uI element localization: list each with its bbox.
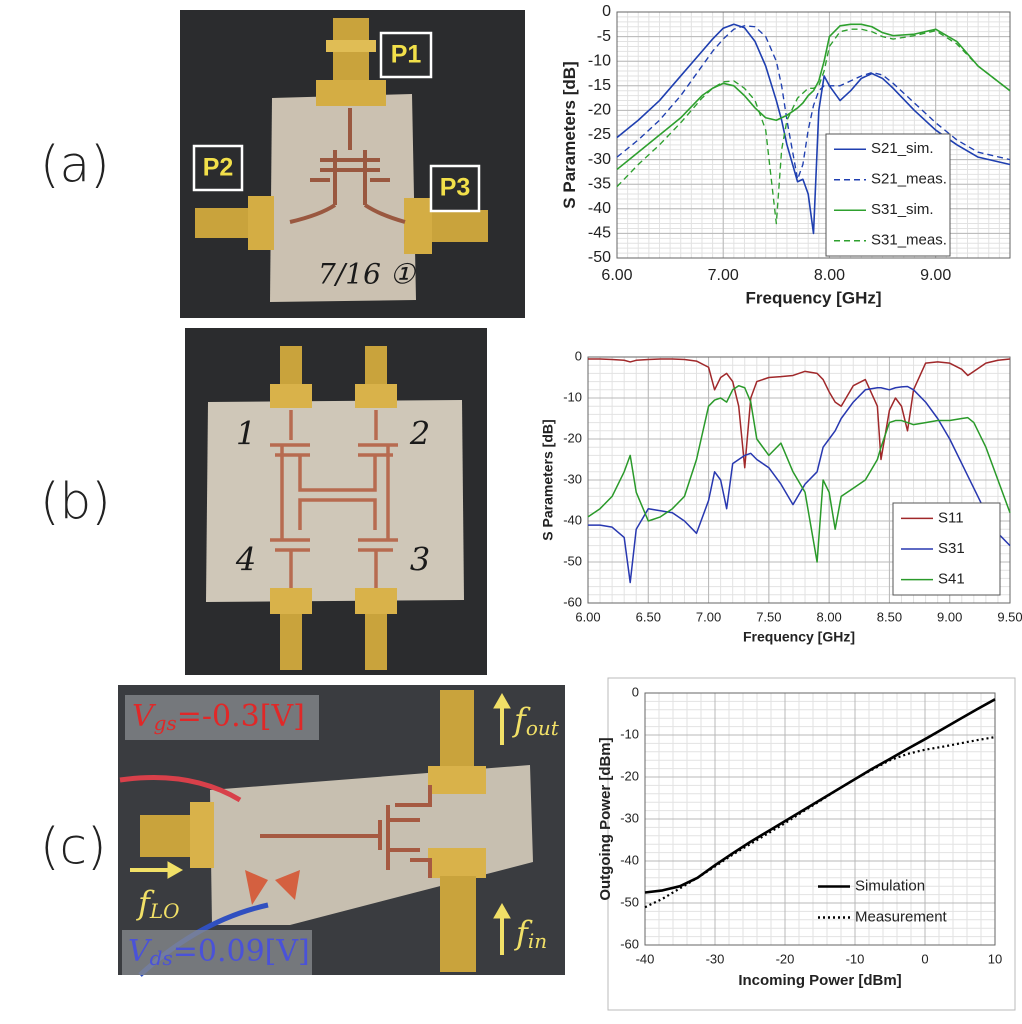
port-label: 1 — [236, 415, 256, 453]
y-tick-label: 0 — [575, 348, 582, 363]
series-line — [616, 23, 1011, 235]
legend-label: S41 — [938, 571, 965, 588]
legend-label: Measurement — [855, 908, 948, 925]
y-tick-label: 0 — [632, 684, 639, 699]
y-tick-label: -50 — [563, 553, 582, 568]
y-tick-label: 0 — [602, 3, 611, 20]
board-note: 7/16 ① — [318, 258, 417, 291]
y-tick-label: -50 — [588, 249, 611, 266]
x-tick-label: 9.50 — [997, 609, 1022, 624]
y-tick-label: -20 — [588, 102, 611, 119]
photo-a: 7/16 ① P1 P2 P3 — [180, 10, 525, 318]
x-tick-label: -20 — [776, 951, 795, 966]
port-label: 2 — [409, 415, 430, 453]
port-label: P3 — [440, 174, 471, 202]
y-tick-label: -5 — [597, 28, 611, 45]
x-tick-label: -30 — [706, 951, 725, 966]
y-tick-label: -20 — [620, 768, 639, 783]
y-tick-label: -15 — [588, 77, 611, 94]
x-tick-label: 8.50 — [877, 609, 902, 624]
legend-label: S21_meas. — [871, 171, 947, 188]
legend-label: S31_sim. — [871, 201, 934, 218]
legend-box — [825, 133, 951, 257]
y-axis-label: Outgoing Power [dBm] — [597, 737, 614, 900]
panel-label: (b) — [40, 473, 111, 531]
y-tick-label: -10 — [620, 726, 639, 741]
y-tick-label: -40 — [588, 200, 611, 217]
plot-frame — [616, 11, 1011, 259]
x-tick-label: 7.00 — [708, 267, 739, 284]
port-label: 4 — [235, 541, 256, 579]
drain-voltage: Vds=0.09[V] — [128, 934, 310, 970]
panel-label: (c) — [40, 818, 107, 876]
x-tick-label: 9.00 — [920, 267, 951, 284]
legend-label: S21_sim. — [871, 140, 934, 157]
y-tick-label: -45 — [588, 225, 611, 242]
x-tick-label: -10 — [846, 951, 865, 966]
photo-b: 1 2 3 4 — [185, 328, 487, 675]
x-axis-label: Frequency [GHz] — [743, 629, 855, 645]
y-tick-label: -50 — [620, 894, 639, 909]
plot-frame — [644, 692, 996, 946]
port-label: 3 — [410, 541, 430, 579]
chart-frame — [607, 677, 1016, 1011]
legend-label: Simulation — [855, 877, 925, 894]
y-tick-label: -40 — [563, 512, 582, 527]
x-tick-label: -40 — [636, 951, 655, 966]
x-tick-label: 6.00 — [601, 267, 632, 284]
x-tick-label: 0 — [921, 951, 928, 966]
y-tick-label: -30 — [563, 471, 582, 486]
panel-label: (a) — [40, 136, 110, 194]
legend-label: S31_meas. — [871, 232, 947, 249]
y-axis-label: S Parameters [dB] — [540, 419, 556, 540]
y-tick-label: -40 — [620, 852, 639, 867]
x-axis-label: Incoming Power [dBm] — [738, 972, 901, 989]
y-tick-label: -35 — [588, 175, 611, 192]
series-line — [616, 23, 1011, 171]
series-line — [616, 25, 1011, 180]
x-tick-label: 7.00 — [696, 609, 721, 624]
y-tick-label: -60 — [620, 936, 639, 951]
y-tick-label: -25 — [588, 126, 611, 143]
y-tick-label: -60 — [563, 594, 582, 609]
series-line — [588, 358, 1011, 469]
y-tick-label: -10 — [588, 52, 611, 69]
x-tick-label: 6.50 — [636, 609, 661, 624]
legend-label: S11 — [938, 509, 964, 526]
y-tick-label: -30 — [620, 810, 639, 825]
y-tick-label: -10 — [563, 389, 582, 404]
x-tick-label: 7.50 — [756, 609, 781, 624]
port-label: P1 — [391, 41, 422, 69]
x-axis-label: Frequency [GHz] — [745, 288, 881, 307]
y-axis-label: S Parameters [dB] — [560, 61, 579, 208]
gate-voltage: Vgs=-0.3[V] — [132, 699, 305, 735]
port-label: P2 — [203, 154, 234, 182]
series-line — [587, 384, 1011, 563]
x-tick-label: 8.00 — [816, 609, 841, 624]
series-line — [616, 28, 1011, 225]
x-tick-label: 10 — [988, 951, 1002, 966]
x-tick-label: 6.00 — [575, 609, 600, 624]
x-tick-label: 9.00 — [937, 609, 962, 624]
plot-frame — [587, 356, 1011, 604]
x-tick-label: 8.00 — [814, 267, 845, 284]
photo-c: Vgs=-0.3[V] Vds=0.09[V] fout fLO fin — [118, 685, 565, 977]
y-tick-label: -20 — [563, 430, 582, 445]
y-tick-label: -30 — [588, 151, 611, 168]
legend-label: S31 — [938, 540, 965, 557]
